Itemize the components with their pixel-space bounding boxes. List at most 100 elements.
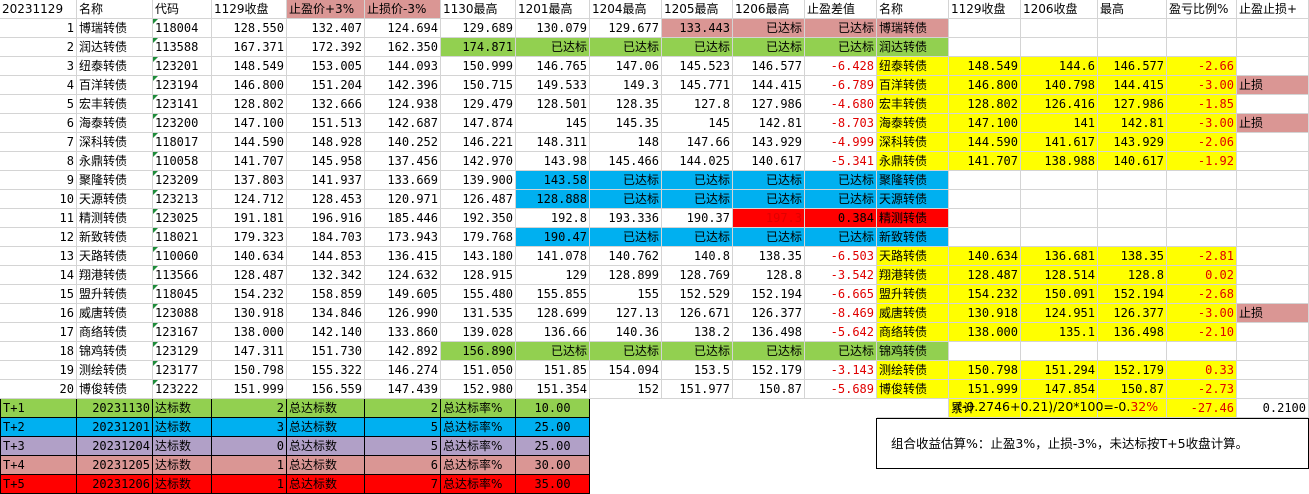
cell-name2[interactable]: 测绘转债 bbox=[877, 361, 949, 380]
cell-tp[interactable]: 132.407 bbox=[287, 19, 365, 38]
cell-h1201[interactable]: 128.888 bbox=[516, 190, 590, 209]
cell-c2[interactable] bbox=[949, 228, 1021, 247]
cell-idx[interactable]: 13 bbox=[0, 247, 77, 266]
cell-h1201[interactable]: 155.855 bbox=[516, 285, 590, 304]
cell-h1206[interactable]: 142.81 bbox=[733, 114, 805, 133]
cell-code[interactable]: 123200 bbox=[153, 114, 212, 133]
cell-name[interactable]: 博俊转债 bbox=[77, 380, 153, 399]
cell-pnl[interactable] bbox=[1167, 228, 1237, 247]
cell-idx[interactable]: 19 bbox=[0, 361, 77, 380]
cell-name2[interactable]: 博俊转债 bbox=[877, 380, 949, 399]
header-date[interactable]: 20231129 bbox=[0, 0, 77, 19]
cell-h1206[interactable]: 已达标 bbox=[733, 171, 805, 190]
cell-name[interactable]: 商络转债 bbox=[77, 323, 153, 342]
cell-name2[interactable]: 润达转债 bbox=[877, 38, 949, 57]
cell-c1206[interactable] bbox=[1021, 19, 1098, 38]
cell-close[interactable]: 128.550 bbox=[212, 19, 287, 38]
cell-h1206[interactable]: 126.377 bbox=[733, 304, 805, 323]
cell-tp[interactable]: 155.322 bbox=[287, 361, 365, 380]
summary-label3[interactable]: 总达标率% bbox=[441, 437, 516, 456]
cell-name2[interactable]: 天源转债 bbox=[877, 190, 949, 209]
cell-h1130[interactable]: 129.689 bbox=[441, 19, 516, 38]
cell-name[interactable]: 永鼎转债 bbox=[77, 152, 153, 171]
cell-h1204[interactable]: 已达标 bbox=[590, 38, 662, 57]
cell-pnl[interactable]: -2.06 bbox=[1167, 133, 1237, 152]
cell-idx[interactable]: 17 bbox=[0, 323, 77, 342]
cell-tag[interactable] bbox=[1237, 380, 1309, 399]
cell-name[interactable]: 纽泰转债 bbox=[77, 57, 153, 76]
cell-pnl[interactable]: -1.92 bbox=[1167, 152, 1237, 171]
cell-high[interactable]: 152.179 bbox=[1098, 361, 1167, 380]
cell-idx[interactable]: 2 bbox=[0, 38, 77, 57]
cell-idx[interactable]: 9 bbox=[0, 171, 77, 190]
cell-tp[interactable]: 148.928 bbox=[287, 133, 365, 152]
cell-c2[interactable]: 147.100 bbox=[949, 114, 1021, 133]
cell-idx[interactable]: 14 bbox=[0, 266, 77, 285]
cell-tp[interactable]: 145.958 bbox=[287, 152, 365, 171]
cell-tag[interactable] bbox=[1237, 19, 1309, 38]
cell-close[interactable]: 124.712 bbox=[212, 190, 287, 209]
summary-label[interactable]: 达标数 bbox=[153, 418, 212, 437]
cell-h1130[interactable]: 150.999 bbox=[441, 57, 516, 76]
cell-gap[interactable]: -6.789 bbox=[805, 76, 877, 95]
cell-sl[interactable]: 173.943 bbox=[365, 228, 441, 247]
summary-date[interactable]: 20231201 bbox=[77, 418, 153, 437]
cell-h1206[interactable]: 144.415 bbox=[733, 76, 805, 95]
summary-rate[interactable]: 10.00 bbox=[516, 399, 590, 418]
cell-h1204[interactable]: 140.36 bbox=[590, 323, 662, 342]
cell-pnl[interactable]: -2.10 bbox=[1167, 323, 1237, 342]
cell-idx[interactable]: 1 bbox=[0, 19, 77, 38]
cell-close[interactable]: 144.590 bbox=[212, 133, 287, 152]
cell-c1206[interactable]: 140.798 bbox=[1021, 76, 1098, 95]
cell-c2[interactable] bbox=[949, 342, 1021, 361]
cell-name[interactable]: 翔港转债 bbox=[77, 266, 153, 285]
cell-c2[interactable]: 146.800 bbox=[949, 76, 1021, 95]
cell-c1206[interactable]: 136.681 bbox=[1021, 247, 1098, 266]
summary-label3[interactable]: 总达标率% bbox=[441, 456, 516, 475]
summary-total[interactable]: 5 bbox=[365, 437, 441, 456]
cell-h1204[interactable]: 145.466 bbox=[590, 152, 662, 171]
cell-c1206[interactable] bbox=[1021, 342, 1098, 361]
cell-idx[interactable]: 3 bbox=[0, 57, 77, 76]
cell-c1206[interactable]: 124.951 bbox=[1021, 304, 1098, 323]
summary-t[interactable]: T+3 bbox=[0, 437, 77, 456]
cell-c2[interactable]: 140.634 bbox=[949, 247, 1021, 266]
cell-gap[interactable]: 已达标 bbox=[805, 342, 877, 361]
cell-idx[interactable]: 15 bbox=[0, 285, 77, 304]
cell-h1205[interactable]: 140.8 bbox=[662, 247, 733, 266]
cell-idx[interactable]: 20 bbox=[0, 380, 77, 399]
cell-code[interactable]: 123222 bbox=[153, 380, 212, 399]
cell-close[interactable]: 146.800 bbox=[212, 76, 287, 95]
header-high_1130[interactable]: 1130最高 bbox=[441, 0, 516, 19]
summary-label[interactable]: 达标数 bbox=[153, 456, 212, 475]
cell-gap[interactable]: -5.341 bbox=[805, 152, 877, 171]
header-close_1129[interactable]: 1129收盘 bbox=[212, 0, 287, 19]
cell-h1130[interactable]: 126.487 bbox=[441, 190, 516, 209]
cell-high[interactable]: 140.617 bbox=[1098, 152, 1167, 171]
cell-name2[interactable]: 天路转债 bbox=[877, 247, 949, 266]
cell-name2[interactable]: 聚隆转债 bbox=[877, 171, 949, 190]
cell-pnl[interactable] bbox=[1167, 19, 1237, 38]
cell-h1130[interactable]: 174.871 bbox=[441, 38, 516, 57]
cell-c1206[interactable] bbox=[1021, 171, 1098, 190]
cell-name[interactable]: 测绘转债 bbox=[77, 361, 153, 380]
cell-code[interactable]: 123177 bbox=[153, 361, 212, 380]
summary-t[interactable]: T+4 bbox=[0, 456, 77, 475]
header-gap[interactable]: 止盈差值 bbox=[805, 0, 877, 19]
cell-tp[interactable]: 158.859 bbox=[287, 285, 365, 304]
cell-name2[interactable]: 盟升转债 bbox=[877, 285, 949, 304]
cell-close[interactable]: 147.100 bbox=[212, 114, 287, 133]
cell-high[interactable] bbox=[1098, 190, 1167, 209]
cell-gap[interactable]: -6.665 bbox=[805, 285, 877, 304]
cell-h1205[interactable]: 145 bbox=[662, 114, 733, 133]
cell-gap[interactable]: 已达标 bbox=[805, 190, 877, 209]
summary-date[interactable]: 20231205 bbox=[77, 456, 153, 475]
cell-sl[interactable]: 185.446 bbox=[365, 209, 441, 228]
cell-close[interactable]: 128.802 bbox=[212, 95, 287, 114]
cell-c1206[interactable] bbox=[1021, 228, 1098, 247]
cumulative-blank[interactable] bbox=[1021, 399, 1098, 418]
cell-tp[interactable]: 132.666 bbox=[287, 95, 365, 114]
cell-h1204[interactable]: 127.13 bbox=[590, 304, 662, 323]
cell-name[interactable]: 精测转债 bbox=[77, 209, 153, 228]
cell-gap[interactable]: -5.689 bbox=[805, 380, 877, 399]
